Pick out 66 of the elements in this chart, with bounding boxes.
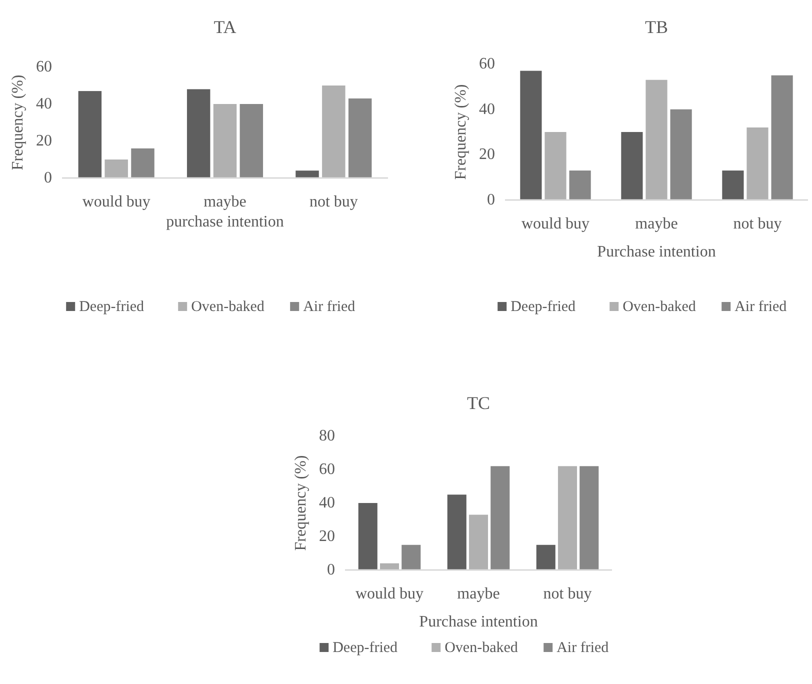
bar: [468, 514, 488, 570]
bar: [646, 80, 668, 200]
bar: [358, 503, 378, 570]
y-tick-label: 60: [479, 56, 495, 72]
x-tick-label: would buy: [82, 193, 150, 210]
y-axis-title: Frequency (%): [452, 84, 470, 180]
bar: [213, 104, 237, 178]
bar: [621, 132, 643, 200]
y-tick-label: 20: [479, 146, 495, 164]
bar: [746, 127, 768, 200]
legend-label: Air fried: [556, 640, 610, 656]
y-tick-label: 20: [36, 132, 52, 150]
bar: [348, 98, 372, 178]
legend-label: Deep-fried: [510, 299, 576, 315]
legend-label: Air fried: [734, 299, 788, 315]
y-tick-label: 0: [487, 192, 495, 208]
bar: [240, 104, 264, 178]
bar: [569, 170, 591, 200]
x-tick-label: maybe: [204, 193, 246, 210]
bar: [670, 109, 692, 200]
bar: [558, 466, 578, 570]
y-axis-title: Frequency (%): [10, 74, 26, 170]
bar: [78, 91, 102, 178]
y-axis-title: Frequency (%): [292, 455, 310, 551]
x-tick-label: not buy: [309, 193, 358, 210]
bar: [771, 75, 793, 200]
x-tick-label: not buy: [733, 215, 782, 232]
x-tick-label: would buy: [522, 215, 590, 232]
y-tick-label: 80: [319, 428, 335, 444]
x-tick-label: maybe: [457, 585, 500, 602]
x-tick-label: would buy: [356, 585, 424, 602]
legend-label: Oven-baked: [191, 299, 265, 315]
bar: [520, 70, 542, 200]
bar: [490, 466, 510, 570]
bar: [447, 494, 466, 570]
legend-label: Oven-baked: [622, 299, 696, 315]
bar: [722, 170, 744, 200]
chart-title: TC: [466, 392, 490, 413]
x-axis-title: purchase intention: [166, 214, 284, 230]
bar: [544, 132, 566, 200]
legend-label: Deep-fried: [79, 299, 145, 315]
bar: [322, 86, 346, 178]
chart-title: TB: [644, 16, 668, 37]
x-axis-title: Purchase intention: [597, 244, 716, 260]
chart-title: TA: [214, 16, 236, 37]
y-tick-label: 40: [36, 96, 52, 112]
bar: [104, 160, 128, 178]
y-tick-label: 60: [319, 461, 335, 478]
y-tick-label: 60: [36, 58, 52, 76]
bar: [186, 89, 210, 178]
x-tick-label: maybe: [635, 215, 678, 232]
y-tick-label: 0: [327, 562, 335, 578]
x-axis-title: Purchase intention: [419, 614, 538, 630]
x-tick-label: not buy: [543, 585, 592, 602]
legend-label: Deep-fried: [332, 640, 398, 656]
y-tick-label: 0: [44, 170, 52, 186]
bar: [580, 466, 599, 570]
bar: [536, 544, 556, 570]
bar: [131, 148, 154, 178]
legend-label: Air fried: [303, 299, 356, 315]
y-tick-label: 20: [319, 528, 335, 545]
legend-label: Oven-baked: [444, 640, 518, 656]
bar: [402, 544, 421, 570]
y-tick-label: 40: [479, 100, 495, 118]
y-tick-label: 40: [319, 494, 335, 512]
bar: [296, 170, 319, 178]
